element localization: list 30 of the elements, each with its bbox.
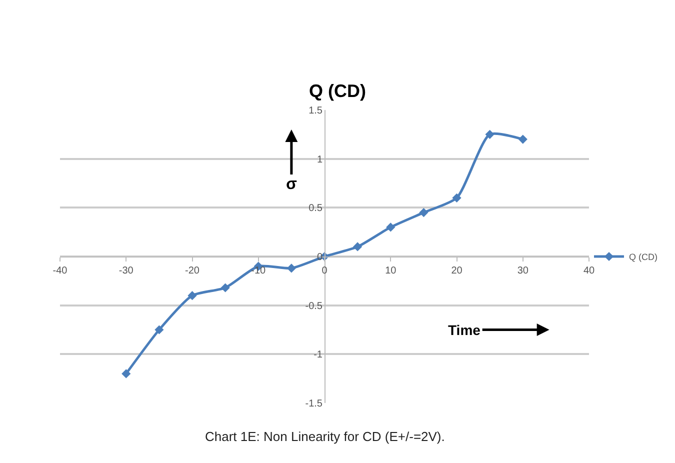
- point: [518, 134, 528, 144]
- point: [188, 291, 197, 300]
- caption: Chart 1E: Non Linearity for CD (E+/-=2V).: [205, 429, 445, 444]
- point: [485, 130, 494, 139]
- y-axis-title: σ: [286, 176, 297, 193]
- y-tick-label: -1.5: [305, 398, 323, 410]
- point: [220, 283, 230, 292]
- point: [122, 369, 131, 378]
- point: [452, 193, 462, 202]
- chart-title: Q (CD): [309, 81, 366, 102]
- x-tick-label: -20: [185, 266, 200, 276]
- y-tick-label: 0.5: [308, 203, 323, 214]
- legend-label: Q (CD): [629, 252, 658, 262]
- x-tick-label: -10: [251, 266, 266, 276]
- point: [353, 242, 362, 252]
- point: [419, 208, 428, 218]
- point: [154, 325, 164, 334]
- x-tick-label: -40: [52, 266, 68, 276]
- point: [386, 222, 396, 232]
- y-tick-label: 0: [316, 252, 323, 263]
- x-tick-label: -30: [118, 266, 134, 276]
- x-tick-label: 40: [583, 266, 595, 276]
- y-tick-label: 1: [316, 154, 323, 166]
- y-tick-label: -0.5: [305, 300, 323, 312]
- x-axis-title: Time: [448, 322, 481, 338]
- x-tick-label: 30: [517, 266, 529, 276]
- x-tick-label: 20: [451, 266, 463, 276]
- y-tick-label: 1.5: [308, 106, 323, 116]
- x-tick-label: 10: [385, 266, 397, 276]
- y-tick-label: -1: [314, 350, 323, 361]
